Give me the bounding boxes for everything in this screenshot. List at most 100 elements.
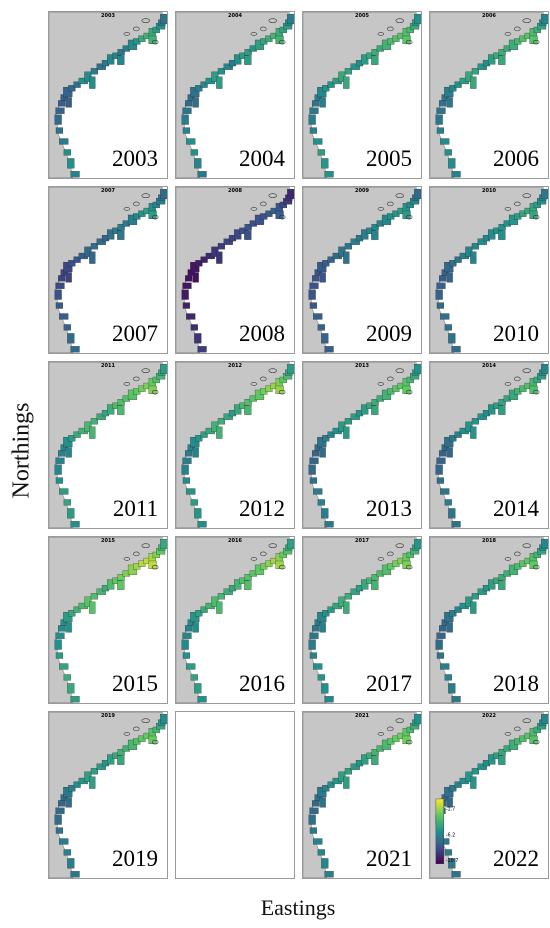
coastal-cell (309, 827, 318, 834)
coastal-cell (541, 713, 548, 725)
coastal-cell (127, 214, 138, 225)
coastal-cell (90, 768, 99, 775)
panel-year-label: 2010 (493, 321, 539, 346)
coastal-cell (381, 389, 392, 400)
island-outline (151, 739, 159, 745)
map-panel-2022: -1.7 -6.2 -10.7 2022 2022 (429, 711, 549, 879)
coastal-cell (190, 86, 200, 98)
map-2018 (430, 537, 548, 703)
offshore-cell (65, 97, 72, 108)
island-outline (250, 382, 258, 386)
coastal-cell (195, 260, 203, 267)
island-outline (532, 739, 540, 745)
panel-year-label: 2017 (366, 671, 412, 696)
coastal-cell (436, 457, 446, 464)
coastal-cell (182, 282, 192, 289)
coastal-cell (217, 68, 226, 75)
coastal-cell (414, 363, 421, 375)
coastal-cell (488, 579, 496, 590)
offshore-cell (148, 210, 157, 219)
coastal-cell (449, 435, 457, 442)
coastal-cell (440, 663, 450, 670)
coastal-cell (312, 450, 320, 457)
coastal-cell (55, 652, 64, 659)
island-outline (532, 389, 540, 395)
offshore-cell (216, 426, 223, 439)
coastal-cell (361, 54, 369, 65)
coastal-cell (254, 39, 265, 50)
map-panel-2005: 2005 2005 (302, 11, 422, 179)
coastal-cell (477, 413, 487, 420)
island-outline (504, 207, 512, 211)
coastal-cell (313, 838, 323, 845)
coastal-cell (324, 521, 334, 528)
offshore-cell (319, 622, 326, 633)
panel-small-title: 2019 (101, 713, 115, 719)
offshore-cell (65, 272, 72, 283)
coastal-cell (117, 749, 125, 756)
coastal-cell (317, 436, 327, 448)
map-2015 (49, 537, 167, 703)
coastal-cell (67, 858, 75, 869)
coastal-cell (308, 289, 316, 300)
island-outline (395, 543, 404, 548)
coastal-cell (449, 85, 457, 92)
coastal-cell (327, 431, 335, 438)
coastal-cell (186, 313, 196, 320)
coastal-cell (444, 499, 452, 506)
panel-small-title: 2012 (228, 363, 242, 369)
panel-small-title: 2015 (101, 538, 115, 544)
coastal-cell (244, 399, 252, 406)
offshore-cell (244, 580, 252, 590)
offshore-cell (402, 35, 411, 44)
offshore-cell (498, 230, 506, 240)
legend-colorbar (435, 798, 444, 865)
coastal-cell (449, 260, 457, 267)
coastal-cell (498, 574, 506, 581)
coastal-cell (477, 238, 487, 245)
coastal-cell (477, 63, 487, 70)
map-2003 (49, 12, 167, 178)
coastal-cell (308, 464, 316, 475)
coastal-cell (451, 171, 461, 178)
map-2012 (176, 362, 294, 528)
map-panel-2013: 2013 2013 (302, 361, 422, 529)
offshore-cell (343, 776, 350, 789)
map-2010 (430, 187, 548, 353)
empty-map-panel (175, 711, 295, 879)
map-panel-2014: 2014 2014 (429, 361, 549, 529)
offshore-cell (371, 755, 379, 765)
offshore-cell (89, 426, 96, 439)
island-outline (522, 18, 531, 23)
coastal-cell (190, 324, 198, 331)
island-outline (133, 376, 140, 382)
island-outline (141, 368, 150, 373)
coastal-cell (185, 275, 193, 282)
panel-small-title: 2010 (482, 188, 496, 194)
offshore-cell (470, 601, 477, 614)
coastal-cell (317, 149, 325, 156)
island-outline (514, 376, 521, 382)
coastal-cell (55, 457, 65, 464)
coastal-cell (96, 413, 106, 420)
map-panel-2015: 2015 2015 (48, 536, 168, 704)
offshore-cell (529, 735, 538, 744)
coastal-cell (194, 333, 202, 344)
coastal-cell (68, 85, 76, 92)
coastal-cell (451, 871, 461, 878)
coastal-cell (186, 138, 196, 145)
coastal-cell (313, 313, 323, 320)
island-outline (123, 32, 131, 36)
coastal-cell (160, 538, 167, 550)
coastal-cell (90, 243, 99, 250)
map-2011 (49, 362, 167, 528)
panel-year-label: 2015 (112, 671, 158, 696)
offshore-cell (89, 76, 96, 89)
coastal-cell (73, 256, 81, 263)
coastal-cell (244, 49, 252, 56)
island-outline (260, 551, 267, 557)
offshore-cell (529, 560, 538, 569)
coastal-cell (309, 282, 319, 289)
map-2021 (303, 712, 421, 878)
island-outline (278, 214, 286, 220)
